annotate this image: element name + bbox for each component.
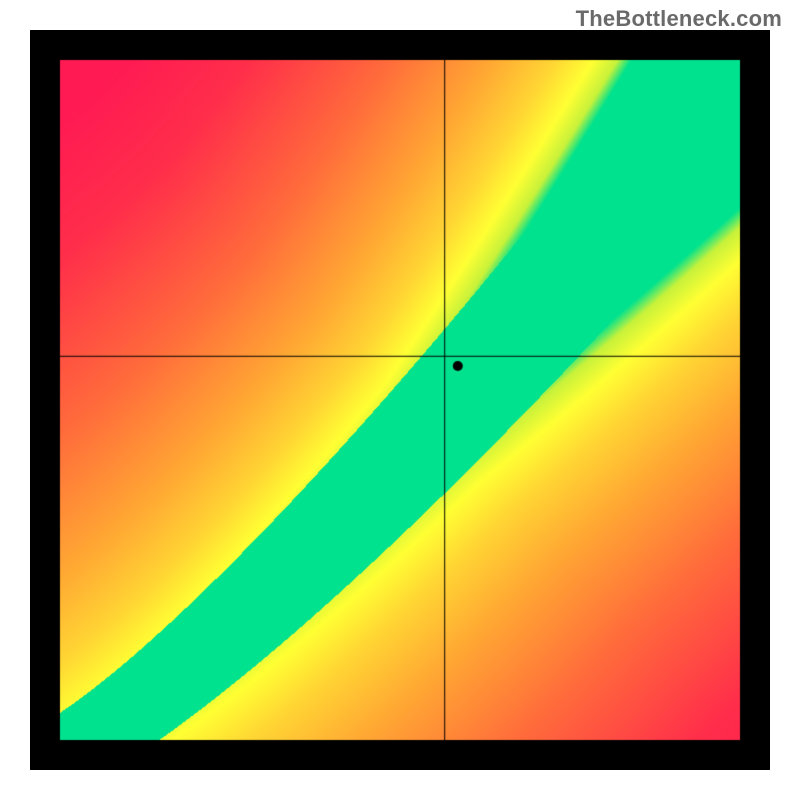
watermark-text: TheBottleneck.com [576, 6, 782, 32]
chart-container: TheBottleneck.com [0, 0, 800, 800]
heatmap-canvas [30, 30, 770, 770]
plot-frame [30, 30, 770, 770]
